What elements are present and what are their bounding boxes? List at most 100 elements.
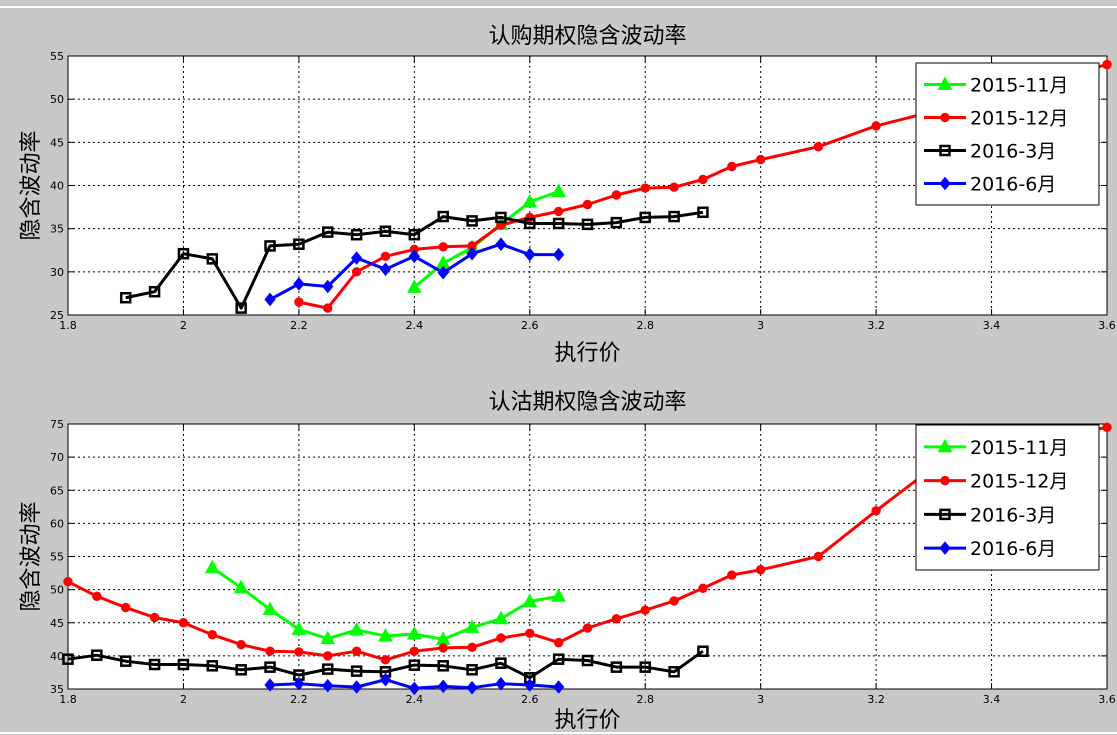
legend-marker <box>940 112 950 123</box>
data-point <box>639 211 651 224</box>
data-point <box>496 633 506 643</box>
data-point <box>207 629 218 640</box>
x-tick-label: 3.2 <box>867 693 885 706</box>
data-point <box>350 251 363 265</box>
data-point <box>235 664 247 676</box>
legend-marker <box>937 438 953 453</box>
data-point <box>525 628 535 639</box>
data-point <box>552 217 565 230</box>
legend-label: 2016-3月 <box>970 141 1056 163</box>
legend-label: 2016-6月 <box>970 174 1056 196</box>
data-point <box>178 618 189 628</box>
data-point <box>495 211 507 224</box>
data-point <box>177 658 190 671</box>
data-point <box>408 659 421 671</box>
data-point <box>495 237 507 251</box>
data-point <box>611 190 622 200</box>
chart-title: 认沽期权隐含波动率 <box>488 390 686 415</box>
data-point <box>525 212 535 223</box>
data-point <box>464 619 480 633</box>
x-tick-label: 3.6 <box>1098 693 1116 706</box>
data-point <box>235 302 247 314</box>
data-point <box>351 267 362 277</box>
data-point <box>350 680 363 694</box>
data-point <box>493 610 509 625</box>
data-point <box>294 647 304 657</box>
data-point <box>581 218 594 231</box>
x-tick-label: 3.4 <box>983 693 1001 706</box>
data-point <box>466 215 478 227</box>
series-2016-3月 <box>119 206 709 314</box>
data-point <box>350 228 363 241</box>
put-iv-chart: 1.8 2 2.2 2.4 2.6 2.8 3 3.2 3.4 3.6 35 40 45 50 55 60 65… <box>19 390 1116 733</box>
data-point <box>698 583 708 593</box>
data-point <box>380 655 391 665</box>
data-point <box>206 660 219 672</box>
data-point <box>524 678 536 692</box>
y-tick-label: 60 <box>50 517 64 530</box>
data-point <box>610 661 623 673</box>
data-point <box>323 651 333 661</box>
y-tick-label: 40 <box>50 180 64 193</box>
legend-marker <box>939 176 951 191</box>
data-point <box>233 579 249 594</box>
data-point <box>379 262 392 277</box>
data-point <box>755 565 766 575</box>
data-point <box>1102 59 1112 70</box>
data-point <box>264 292 276 307</box>
x-tick-label: 2.8 <box>636 693 654 706</box>
data-point <box>639 661 651 673</box>
y-tick-label: 35 <box>50 683 64 696</box>
data-point <box>697 645 709 657</box>
x-tick-label: 3 <box>757 693 764 706</box>
data-point <box>437 210 449 223</box>
y-tick-label: 40 <box>50 650 64 663</box>
y-tick-label: 55 <box>50 50 64 63</box>
data-point <box>62 653 74 665</box>
data-point <box>552 653 565 665</box>
data-point <box>871 506 881 516</box>
x-tick-label: 3.2 <box>867 319 885 332</box>
data-point <box>524 247 536 262</box>
data-point <box>177 247 190 260</box>
data-point <box>236 639 246 650</box>
data-point <box>553 206 564 217</box>
data-point <box>408 681 420 696</box>
data-point <box>467 642 477 652</box>
data-point <box>1102 422 1112 433</box>
y-tick-label: 45 <box>50 617 64 630</box>
data-point <box>495 657 507 669</box>
data-point <box>552 247 565 262</box>
x-tick-label: 1.8 <box>59 693 77 706</box>
data-point <box>291 621 307 635</box>
data-point <box>293 676 305 691</box>
x-axis-label: 执行价 <box>554 341 620 366</box>
data-point <box>582 199 593 210</box>
legend-label: 2016-6月 <box>970 538 1056 560</box>
data-point <box>668 666 680 678</box>
data-point <box>437 660 449 672</box>
data-point <box>551 588 566 602</box>
series-2016-3月 <box>62 645 709 684</box>
data-point <box>265 646 275 656</box>
data-point <box>552 680 565 694</box>
data-point <box>522 593 538 608</box>
data-point <box>264 240 276 252</box>
legend-marker <box>937 76 953 90</box>
data-point <box>264 661 276 673</box>
data-point <box>119 291 132 304</box>
legend-marker <box>939 144 951 157</box>
legend: 2015-11月 2015-12月 2016-3月 2016-6月 <box>915 424 1100 571</box>
data-point <box>148 285 161 298</box>
y-tick-label: 25 <box>50 309 64 322</box>
data-point <box>409 646 420 656</box>
data-point <box>582 623 593 633</box>
data-point <box>755 154 766 165</box>
y-tick-label: 55 <box>50 551 64 564</box>
x-tick-label: 2.4 <box>406 319 424 332</box>
x-tick-label: 2.8 <box>636 319 654 332</box>
chart-title: 认购期权隐含波动率 <box>488 24 686 49</box>
y-tick-label: 50 <box>50 584 64 597</box>
x-tick-label: 3.6 <box>1098 319 1116 332</box>
